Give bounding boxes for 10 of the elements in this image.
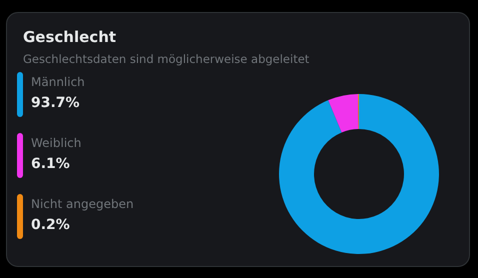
donut-slice: [328, 94, 358, 132]
chart-subtitle: Geschlechtsdaten sind möglicherweise abgeleitet: [23, 52, 310, 66]
legend-label: Nicht angegeben: [31, 197, 134, 211]
data-label: 6.1%: [31, 156, 70, 172]
data-label: 93.7%: [31, 95, 80, 111]
legend-label: Männlich: [31, 75, 85, 89]
donut-slice: [279, 94, 439, 254]
data-label: 0.2%: [31, 217, 70, 233]
chart-title: Geschlecht: [23, 28, 116, 46]
legend-label: Weiblich: [31, 136, 82, 150]
